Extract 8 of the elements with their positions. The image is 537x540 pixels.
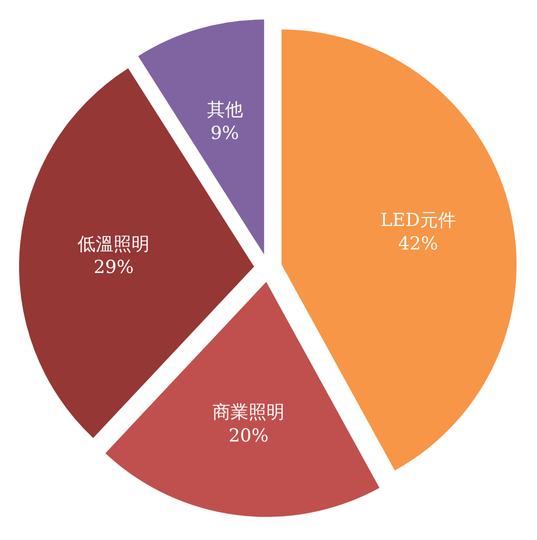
slice-label: 低溫照明: [78, 234, 150, 255]
slice-label: 其他: [206, 100, 243, 121]
data-label: 42%: [398, 233, 438, 254]
slice-label: LED元件: [380, 210, 456, 231]
data-label: 9%: [210, 122, 240, 144]
data-label: 20%: [228, 426, 269, 447]
data-label: 29%: [94, 257, 134, 278]
slice-label: 商業照明: [212, 402, 285, 424]
